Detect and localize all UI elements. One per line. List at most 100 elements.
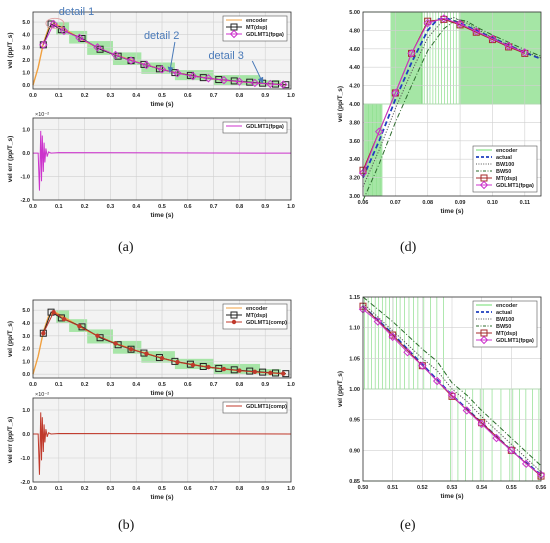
x-tick-label: 0.9 bbox=[261, 204, 269, 210]
x-tick-label: 0.50 bbox=[358, 485, 369, 491]
marker-diamond bbox=[75, 33, 84, 43]
y-tick-label: 0.85 bbox=[349, 479, 360, 485]
encoder-band-block bbox=[390, 12, 423, 104]
legend-label: GDLMT1(comp) bbox=[246, 404, 287, 410]
legend-label: GDLMT1(fpga) bbox=[496, 183, 534, 189]
marker-diamond bbox=[462, 406, 472, 415]
legend-label: MT(dsp) bbox=[496, 331, 518, 337]
marker-diamond bbox=[507, 446, 516, 455]
y-tick-label: 2.0 bbox=[22, 58, 30, 64]
marker-dot bbox=[159, 355, 165, 361]
marker-square bbox=[478, 419, 486, 427]
plot-frame-a-err bbox=[32, 117, 292, 201]
x-axis-label: time (s) bbox=[440, 493, 463, 500]
x-tick-label: 0.4 bbox=[132, 93, 141, 99]
x-tick-label: 0.0 bbox=[29, 93, 37, 99]
marker-dot bbox=[268, 370, 273, 376]
legend-label: GDLMT1(fpga) bbox=[496, 338, 534, 344]
marker-dot bbox=[51, 309, 56, 315]
marker-square bbox=[389, 331, 397, 339]
x-tick-label: 0.8 bbox=[236, 486, 244, 492]
x-tick-label: 1.0 bbox=[287, 204, 295, 210]
y-tick-label: 0.0 bbox=[22, 83, 30, 89]
x-tick-label: 0.1 bbox=[55, 93, 63, 99]
marker-square bbox=[424, 17, 432, 25]
x-tick-label: 0.55 bbox=[506, 485, 517, 491]
marker-dot bbox=[252, 369, 258, 375]
x-tick-label: 0.9 bbox=[261, 93, 269, 99]
marker-dot bbox=[61, 316, 67, 322]
x-tick-label: 0.07 bbox=[390, 200, 401, 206]
marker-dot bbox=[77, 324, 82, 329]
x-tick-label: 0.6 bbox=[184, 204, 192, 210]
plot-frame-b bbox=[32, 299, 292, 379]
detail-2-arrow bbox=[167, 41, 176, 73]
legend-label: GDLMT1(comp) bbox=[246, 320, 287, 326]
x-tick-label: 0.2 bbox=[81, 382, 89, 388]
y-tick-label: 3.20 bbox=[349, 176, 360, 182]
legend-box bbox=[222, 121, 288, 134]
x-tick-label: 0.4 bbox=[132, 486, 141, 492]
x-tick-label: 0.6 bbox=[184, 486, 192, 492]
x-tick-label: 0.7 bbox=[210, 93, 218, 99]
marker-diamond bbox=[374, 127, 384, 136]
y-tick-label: -1.0 bbox=[21, 456, 30, 462]
detail-1-label: detail 1 bbox=[59, 6, 94, 18]
x-tick-label: 0.5 bbox=[158, 486, 166, 492]
marker-diamond bbox=[403, 347, 412, 357]
marker-dot bbox=[231, 319, 237, 325]
series-gdlmt1-fpga-line bbox=[362, 17, 526, 174]
y-tick-label: 2.0 bbox=[22, 347, 30, 353]
marker-diamond bbox=[418, 361, 427, 370]
caption-e: (e) bbox=[400, 518, 416, 533]
x-tick-label: 0.3 bbox=[107, 382, 115, 388]
x-tick-label: 0.11 bbox=[520, 200, 530, 206]
marker-dot bbox=[190, 362, 196, 368]
legend-label: GDLMT1(fpga) bbox=[246, 32, 284, 38]
legend-label: BW50 bbox=[496, 169, 511, 175]
y-tick-label: 1.0 bbox=[22, 128, 30, 134]
x-tick-label: 0.10 bbox=[487, 200, 498, 206]
marker-dot bbox=[237, 368, 242, 373]
y-tick-label: -2.0 bbox=[21, 480, 30, 486]
x-tick-label: 0.9 bbox=[261, 486, 269, 492]
caption-d: (d) bbox=[400, 240, 417, 255]
x-tick-label: 0.06 bbox=[358, 200, 369, 206]
x-tick-label: 0.4 bbox=[132, 382, 141, 388]
plot-frame-e bbox=[362, 296, 542, 482]
y-tick-label: 4.80 bbox=[349, 28, 360, 34]
marker-diamond bbox=[373, 317, 383, 326]
legend-label: encoder bbox=[496, 303, 518, 309]
legend-label: MT(dsp) bbox=[246, 313, 268, 319]
x-tick-label: 0.54 bbox=[476, 485, 488, 491]
x-tick-label: 0.3 bbox=[107, 204, 115, 210]
x-tick-label: 0.3 bbox=[107, 486, 115, 492]
x-tick-label: 0.7 bbox=[210, 382, 218, 388]
y-tick-label: 0.0 bbox=[22, 372, 30, 378]
y-tick-label: 3.40 bbox=[349, 157, 360, 163]
marker-diamond bbox=[250, 78, 260, 88]
y-tick-label: 1.05 bbox=[349, 356, 360, 362]
x-tick-label: 0.52 bbox=[417, 485, 428, 491]
marker-diamond bbox=[49, 19, 58, 29]
legend-label: encoder bbox=[246, 306, 268, 312]
y-tick-label: 3.80 bbox=[349, 120, 360, 126]
legend-label: encoder bbox=[496, 148, 518, 154]
marker-diamond bbox=[521, 459, 531, 469]
caption-b: (b) bbox=[118, 518, 135, 533]
marker-square bbox=[448, 392, 456, 400]
x-tick-label: 0.7 bbox=[210, 486, 218, 492]
x-tick-label: 0.08 bbox=[422, 200, 433, 206]
y-tick-label: 4.40 bbox=[349, 65, 360, 71]
y-tick-label: 4.60 bbox=[349, 47, 360, 53]
encoder-band-block bbox=[364, 104, 383, 196]
marker-diamond bbox=[439, 14, 449, 23]
y-tick-label: 0.0 bbox=[22, 432, 30, 438]
marker-diamond bbox=[111, 50, 120, 60]
marker-square bbox=[140, 60, 148, 68]
marker-diamond bbox=[219, 75, 229, 85]
marker-diamond bbox=[423, 18, 432, 28]
legend-label: BW100 bbox=[496, 317, 514, 323]
